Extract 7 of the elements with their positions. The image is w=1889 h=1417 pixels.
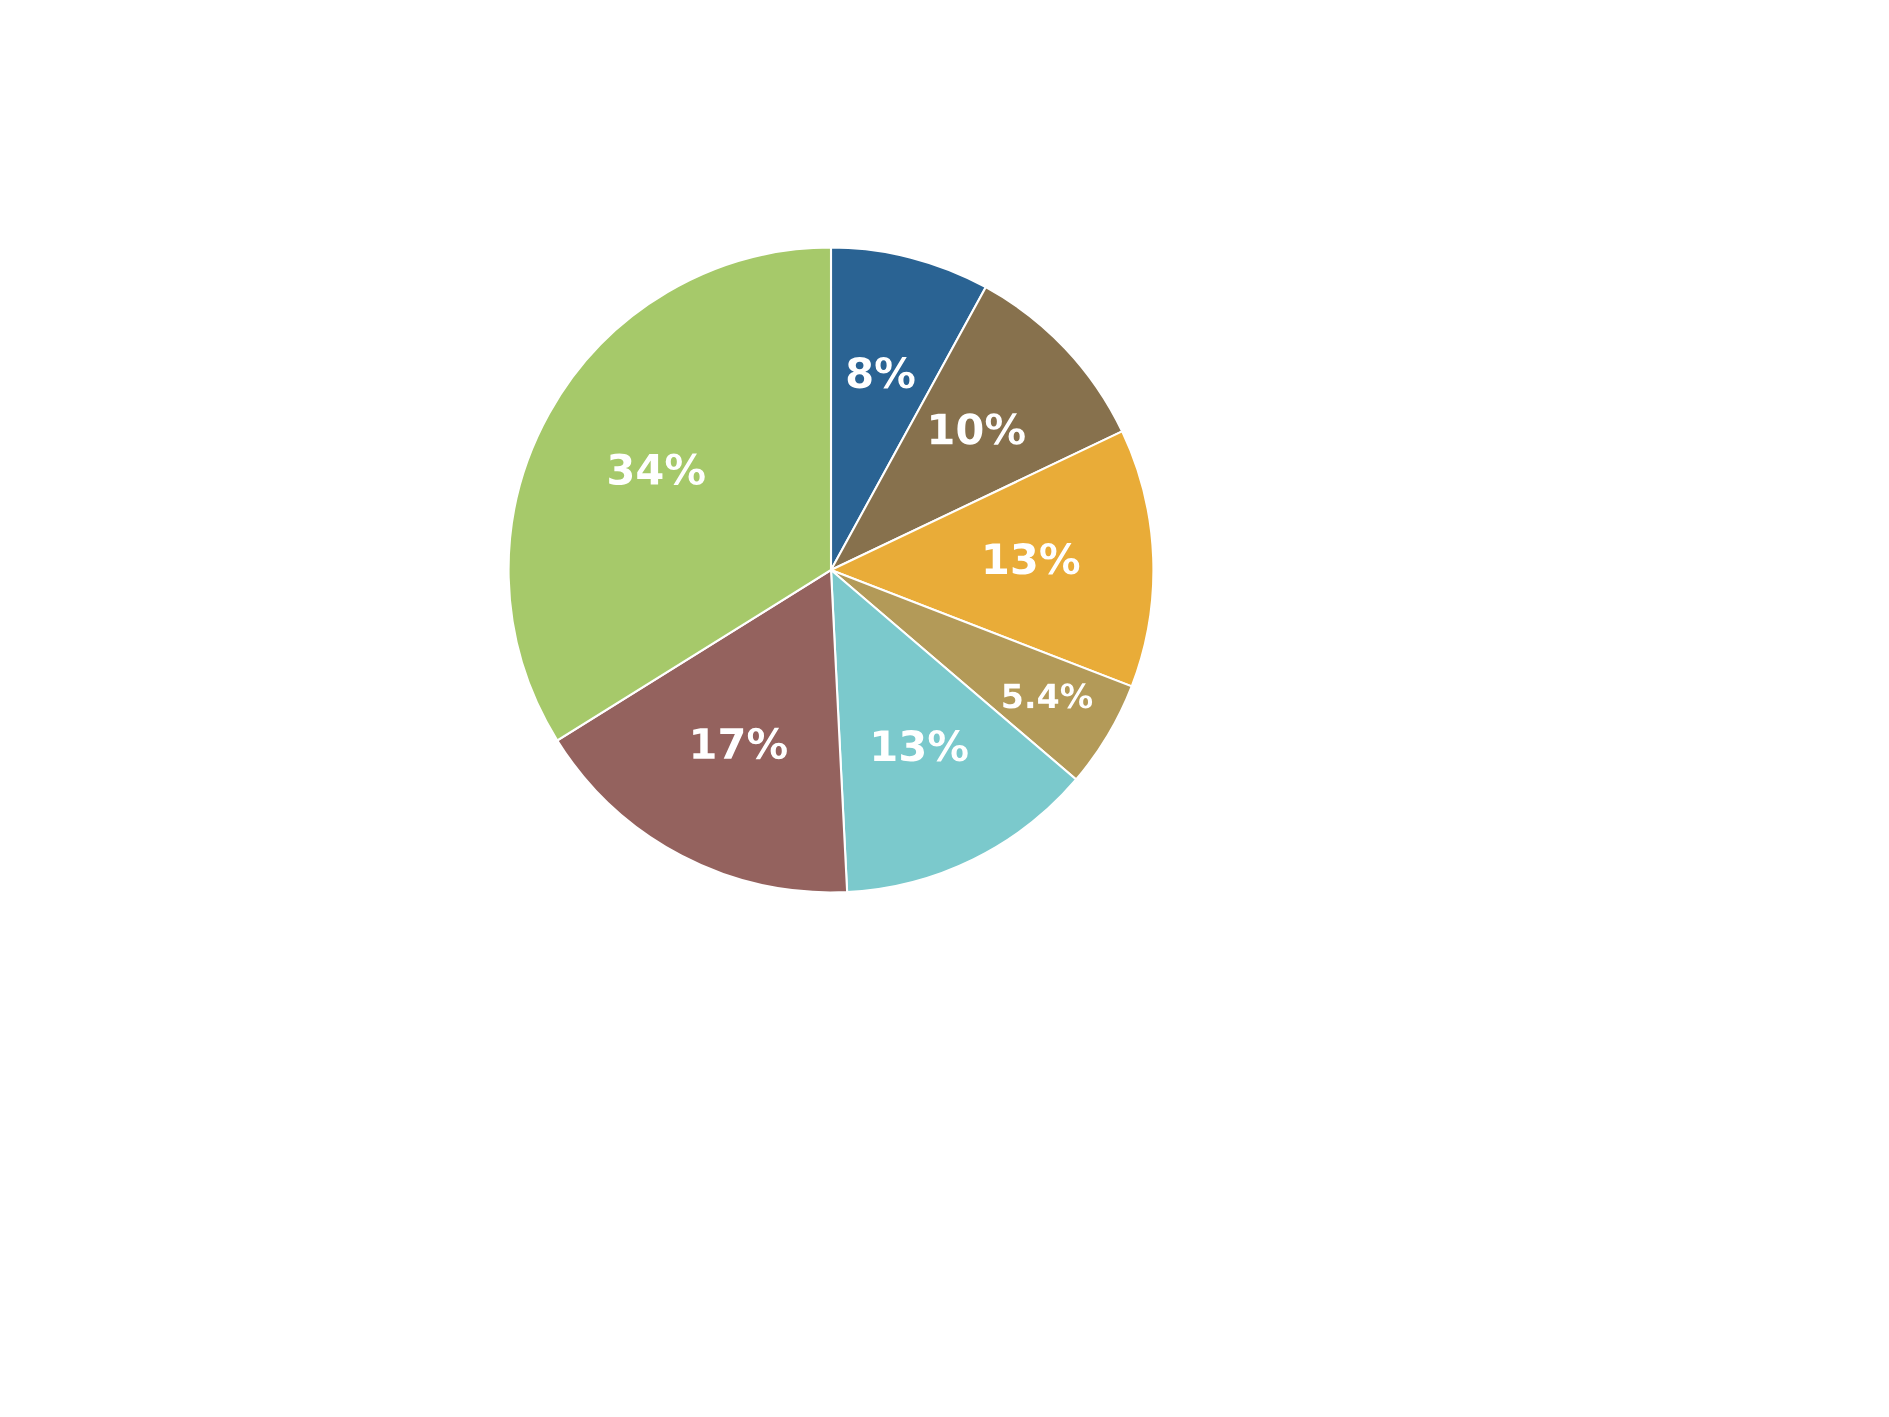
- data-label: 17%: [693, 727, 787, 760]
- data-label: 5.4%: [1003, 683, 1093, 709]
- data-label: 8%: [847, 356, 915, 389]
- data-label: 13%: [874, 729, 968, 762]
- data-label: 34%: [609, 453, 705, 486]
- data-label: 13%: [985, 543, 1080, 575]
- data-label: 10%: [931, 413, 1025, 445]
